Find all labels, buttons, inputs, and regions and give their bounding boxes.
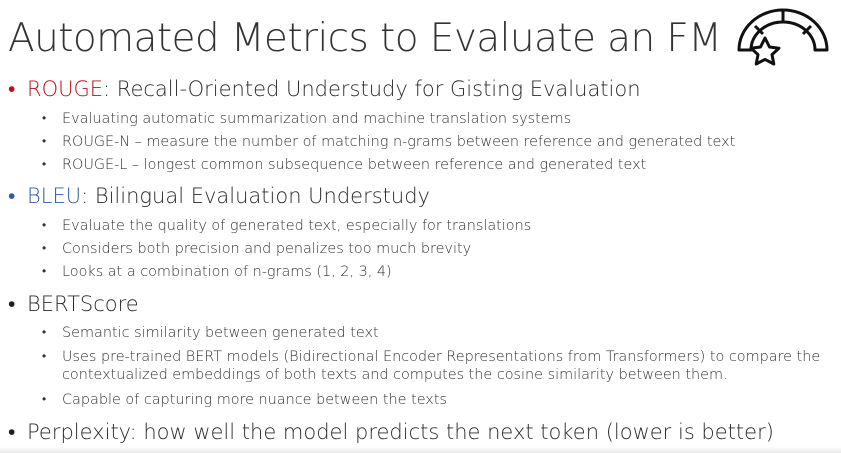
bertscore-item-1-text: Semantic similarity between generated te… xyxy=(62,325,379,341)
slide-bottom-edge xyxy=(0,447,841,453)
bleu-item-1-text: Evaluate the quality of generated text, … xyxy=(62,218,532,234)
bullet-bleu: • BLEU: Bilingual Evaluation Understudy xyxy=(8,182,430,210)
bullet-bertscore: • BERTScore xyxy=(8,290,139,318)
bullet-dot: • xyxy=(42,241,47,255)
bleu-definition: : Bilingual Evaluation Understudy xyxy=(81,184,430,208)
bullet-dot: • xyxy=(42,392,47,406)
perplexity-definition: how well the model predicts the next tok… xyxy=(136,420,774,444)
bullet-dot: • xyxy=(8,77,16,101)
bertscore-term: BERTScore xyxy=(27,292,139,316)
bullet-perplexity: • Perplexity: how well the model predicts… xyxy=(8,418,774,446)
bullet-dot: • xyxy=(42,349,47,363)
bleu-item-2: • Considers both precision and penalizes … xyxy=(42,238,471,259)
bullet-dot: • xyxy=(42,157,47,171)
rouge-term: ROUGE xyxy=(27,77,104,101)
bullet-dot: • xyxy=(8,292,16,316)
bertscore-item-1: • Semantic similarity between generated t… xyxy=(42,322,379,343)
bleu-item-3: • Looks at a combination of n-grams (1, 2… xyxy=(42,261,392,282)
bertscore-item-2-continuation: contextualized embeddings of both texts … xyxy=(62,367,728,383)
gauge-star-icon xyxy=(735,6,831,72)
bullet-dot: • xyxy=(42,111,47,125)
bertscore-item-3-text: Capable of capturing more nuance between… xyxy=(62,392,447,408)
bullet-dot: • xyxy=(42,325,47,339)
rouge-item-1-text: Evaluating automatic summarization and m… xyxy=(62,111,572,127)
bleu-item-3-text: Looks at a combination of n-grams (1, 2,… xyxy=(62,264,392,280)
rouge-item-2-text: ROUGE-N – measure the number of matching… xyxy=(62,134,736,150)
perplexity-term: Perplexity: xyxy=(27,420,137,444)
bleu-item-1: • Evaluate the quality of generated text,… xyxy=(42,215,531,236)
rouge-definition: : Recall-Oriented Understudy for Gisting… xyxy=(103,77,641,101)
bertscore-item-3: • Capable of capturing more nuance betwee… xyxy=(42,389,447,410)
bertscore-item-2-text: Uses pre-trained BERT models (Bidirectio… xyxy=(62,349,821,365)
rouge-item-1: • Evaluating automatic summarization and … xyxy=(42,108,571,129)
bertscore-item-2: • Uses pre-trained BERT models (Bidirecti… xyxy=(42,346,820,367)
bleu-item-2-text: Considers both precision and penalizes t… xyxy=(62,241,472,257)
slide-title: Automated Metrics to Evaluate an FM xyxy=(8,16,722,61)
bullet-dot: • xyxy=(8,184,16,208)
bleu-term: BLEU xyxy=(27,184,82,208)
bullet-dot: • xyxy=(42,218,47,232)
rouge-item-2: • ROUGE-N – measure the number of matchin… xyxy=(42,131,735,152)
bullet-dot: • xyxy=(8,420,16,444)
bullet-dot: • xyxy=(42,134,47,148)
bullet-rouge: • ROUGE: Recall-Oriented Understudy for G… xyxy=(8,75,641,103)
rouge-item-3: • ROUGE-L – longest common subsequence be… xyxy=(42,154,646,175)
bullet-dot: • xyxy=(42,264,47,278)
rouge-item-3-text: ROUGE-L – longest common subsequence bet… xyxy=(62,157,647,173)
